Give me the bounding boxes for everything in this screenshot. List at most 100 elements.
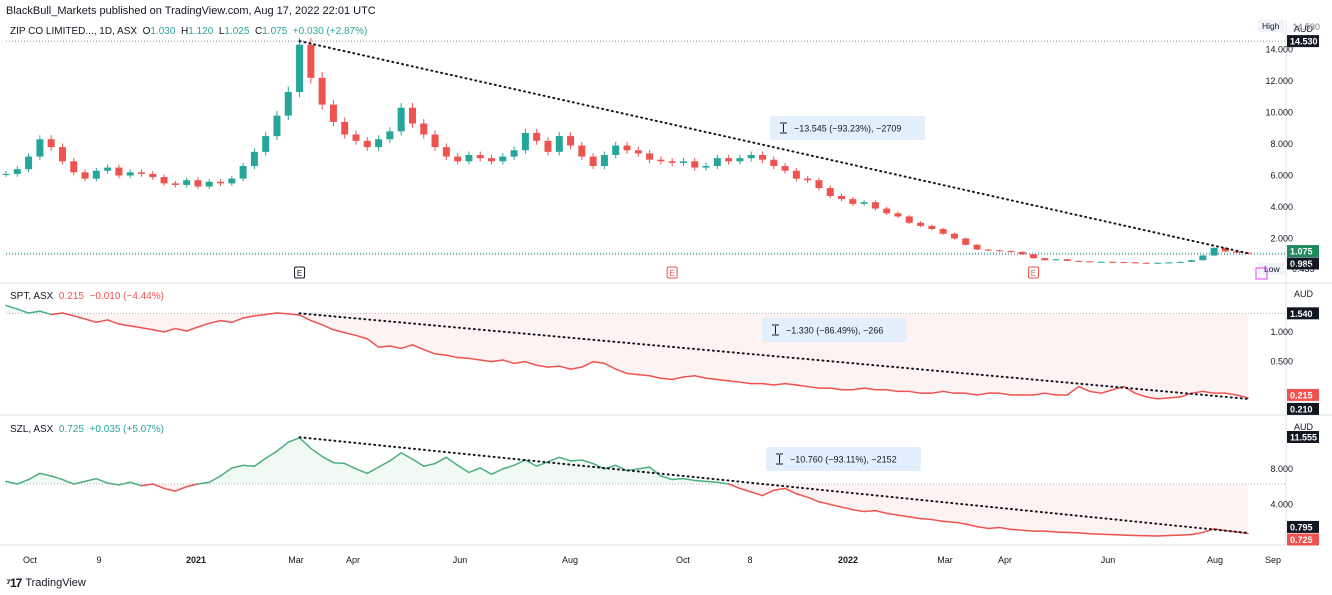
szl-annotation-bg	[766, 447, 921, 471]
candle-88	[996, 250, 1004, 252]
szl-segment-14	[152, 483, 165, 490]
legend-spt: SPT, ASX 0.215 −0.010 (−4.44%)	[10, 291, 164, 302]
szl-segment-55	[614, 464, 628, 472]
open-price-label: 0.985	[1287, 257, 1319, 270]
spt-segment-84	[942, 390, 956, 394]
candle-42	[476, 155, 484, 159]
szl-segment-73	[818, 501, 831, 506]
time-axis-label-11: Apr	[998, 555, 1012, 565]
szl-current-label-text: 0.725	[1290, 535, 1313, 545]
spt-segment-106	[1190, 390, 1204, 394]
candle-48	[544, 140, 552, 152]
spt-segment-71	[795, 384, 809, 388]
szl-top-label-bg	[1287, 431, 1319, 443]
candle-69	[781, 166, 789, 171]
candle-10	[115, 167, 123, 176]
candle-75	[849, 199, 857, 204]
szl-segment-25	[276, 441, 290, 452]
footer: ⁷17 TradingView	[6, 576, 86, 590]
spt-segment-37	[411, 344, 425, 351]
szl-segment-48	[535, 461, 549, 467]
spt-segment-1	[5, 304, 19, 310]
candle-40	[454, 156, 462, 162]
candle-95	[1075, 260, 1083, 262]
candle-1	[13, 169, 21, 174]
szl-fill-up	[6, 437, 1248, 484]
main-axis-tick-4: 10.000	[1265, 107, 1293, 117]
earnings-marker-box-0	[294, 266, 306, 279]
spt-segment-22	[242, 315, 256, 319]
spt-segment-19	[208, 319, 222, 325]
time-axis-label-12: Jun	[1101, 555, 1116, 565]
tradingview-logo-icon: ⁷17	[6, 576, 22, 590]
szl-segment-11	[118, 481, 131, 486]
legend-high: 1.120	[188, 26, 214, 37]
spt-segment-102	[1145, 396, 1159, 400]
candle-23	[262, 136, 270, 152]
candle-38	[431, 134, 439, 148]
spt-open-label-text: 0.210	[1290, 404, 1313, 414]
candle-15	[171, 183, 179, 185]
candle-100	[1131, 262, 1139, 264]
szl-segment-51	[569, 459, 583, 462]
spt-annotation-text: −1.330 (−86.49%), −266	[786, 326, 883, 336]
candle-79	[894, 213, 902, 217]
spt-segment-40	[445, 354, 459, 359]
main-annotation: −13.545 (−93.23%), −2709	[770, 116, 925, 140]
spt-segment-14	[152, 329, 165, 333]
szl-segment-46	[513, 459, 527, 467]
spt-segment-45	[502, 359, 515, 365]
spt-segment-50	[558, 365, 572, 370]
spt-segment-36	[400, 344, 414, 350]
spt-segment-98	[1100, 388, 1114, 394]
earnings-marker-box-1	[666, 266, 678, 279]
spt-segment-96	[1077, 385, 1091, 393]
spt-annotation-bg	[762, 318, 907, 342]
candle-80	[905, 216, 913, 223]
szl-segment-37	[411, 458, 425, 467]
szl-top-label: 11.555	[1287, 431, 1319, 443]
szl-segment-66	[739, 487, 752, 493]
candle-64	[725, 158, 733, 162]
candle-8	[92, 170, 100, 179]
high-label-faint: 14.530	[1292, 22, 1320, 32]
spt-segment-61	[682, 375, 696, 378]
time-axis-label-7: Oct	[676, 555, 691, 565]
spt-segment-103	[1156, 397, 1170, 400]
szl-segment-3	[27, 472, 41, 481]
candle-33	[375, 139, 383, 148]
szl-segment-33	[366, 466, 380, 475]
szl-segment-32	[355, 468, 369, 475]
earnings-marker-letter-0: E	[297, 269, 302, 278]
szl-segment-61	[682, 477, 696, 482]
spt-segment-20	[219, 319, 233, 324]
candle-6	[70, 161, 78, 173]
candle-44	[499, 156, 507, 162]
szl-segment-28	[310, 447, 323, 458]
legend-spt-change: −0.010 (−4.44%)	[89, 291, 165, 302]
szl-segment-64	[716, 481, 730, 485]
legend-open-label: O	[142, 26, 151, 37]
legend-high-label: H	[181, 26, 189, 37]
candle-46	[521, 132, 529, 151]
szl-segment-2	[16, 478, 30, 485]
candle-4	[47, 139, 55, 148]
open-price-label-bg	[1287, 257, 1319, 270]
legend-szl-value: 0.725	[58, 424, 84, 435]
spt-segment-41	[456, 356, 470, 360]
szl-segment-93	[1044, 530, 1057, 533]
szl-segment-7	[72, 480, 86, 485]
spt-segment-33	[366, 338, 380, 348]
spt-segment-25	[276, 312, 290, 315]
legend-main-symbol: ZIP CO LIMITED..., 1D, ASX	[10, 26, 138, 37]
candle-18	[205, 181, 213, 187]
candle-34	[386, 131, 394, 140]
candle-35	[397, 107, 405, 132]
szl-segment-68	[761, 489, 775, 497]
event-marker-magenta	[1255, 267, 1268, 280]
szl-segment-88	[987, 526, 1001, 530]
earnings-marker-letter-2: E	[1031, 269, 1036, 278]
spt-segment-43	[479, 359, 493, 363]
time-axis-label-2: 2021	[186, 555, 206, 565]
